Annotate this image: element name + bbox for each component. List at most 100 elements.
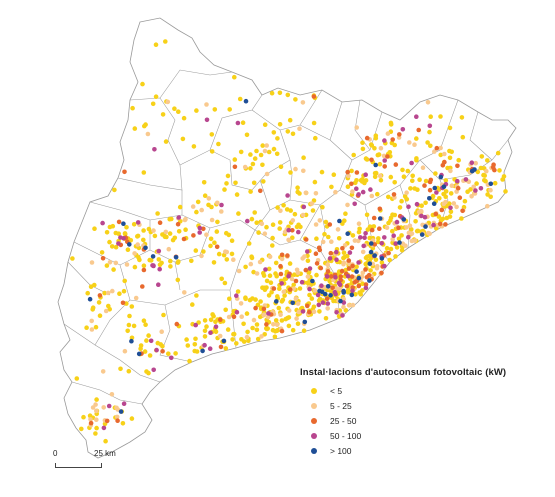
installation-point-50-100 [414,114,419,119]
installation-point-5-25 [286,308,292,313]
installation-point-lt5 [236,211,241,216]
installation-point-5-25 [473,160,479,166]
installation-point-lt5 [111,267,116,272]
installation-point-50-100 [448,205,453,211]
installation-point-50-100 [414,201,420,207]
installation-point-50-100 [207,346,213,352]
installation-point-lt5 [244,132,250,138]
installation-point-25-50 [437,221,443,227]
installation-point-lt5 [388,174,394,180]
installation-point-5-25 [282,229,288,235]
installation-point-lt5 [275,205,280,210]
installation-point-25-50 [253,305,258,311]
installation-point-lt5 [270,243,275,248]
installation-point-lt5 [173,351,178,356]
installation-point-lt5 [175,277,181,283]
installation-point-50-100 [325,301,331,306]
installation-point-25-50 [181,236,187,242]
installation-point-50-100 [333,275,338,280]
installation-point-5-25 [100,369,106,374]
installation-point-50-100 [266,311,271,316]
installation-point-25-50 [396,225,401,231]
installation-point-lt5 [125,247,131,252]
installation-point-lt5 [343,308,349,313]
installation-point-5-25 [166,246,172,252]
installation-point-5-25 [412,238,418,243]
installation-point-lt5 [408,186,413,191]
installation-point-lt5 [459,115,465,120]
installation-point-lt5 [122,278,127,284]
installation-point-lt5 [287,117,293,123]
installation-point-lt5 [285,92,291,98]
installation-point-50-100 [394,219,400,225]
installation-point-5-25 [352,238,358,243]
installation-point-5-25 [89,260,95,265]
installation-point-25-50 [428,177,434,183]
installation-point-50-100 [350,288,355,294]
installation-point-lt5 [495,150,501,156]
installation-point-lt5 [503,189,508,194]
installation-point-lt5 [202,193,208,198]
installation-point-5-25 [101,405,106,410]
installation-point-lt5 [90,305,96,311]
installation-point-lt5 [241,321,246,327]
installation-point-gt100 [290,300,296,306]
installation-point-50-100 [152,147,157,152]
installation-point-5-25 [259,221,265,227]
installation-point-lt5 [219,276,224,282]
installation-point-50-100 [406,204,411,209]
installation-point-50-100 [427,123,433,129]
installation-point-50-100 [315,292,321,298]
installation-point-50-100 [368,187,373,192]
installation-point-25-50 [214,244,220,250]
installation-point-gt100 [317,288,322,294]
installation-point-lt5 [459,216,464,221]
installation-point-lt5 [258,152,264,158]
installation-point-25-50 [363,282,369,287]
installation-point-lt5 [223,307,228,313]
installation-point-lt5 [251,180,257,186]
installation-point-lt5 [266,149,272,155]
legend-label-5-25: 5 - 25 [330,400,352,411]
installation-point-lt5 [417,177,422,182]
installation-point-lt5 [211,313,216,319]
installation-point-lt5 [392,142,398,148]
installation-point-5-25 [404,225,409,230]
installation-point-lt5 [326,234,331,240]
installation-point-lt5 [377,161,383,167]
installation-point-5-25 [244,334,250,340]
installation-point-lt5 [81,414,86,420]
installation-point-lt5 [85,290,90,296]
installation-point-lt5 [386,220,391,226]
installation-point-lt5 [249,255,255,261]
installation-point-50-100 [169,355,174,361]
installation-point-50-100 [106,403,112,409]
installation-point-gt100 [345,231,351,236]
installation-point-5-25 [425,100,431,105]
installation-point-5-25 [407,140,412,145]
installation-point-5-25 [199,253,204,259]
installation-point-lt5 [131,222,137,227]
comarca-boundary [63,264,131,346]
installation-point-lt5 [400,167,405,173]
comarca-boundary [159,304,193,363]
installation-point-lt5 [94,397,99,402]
installation-point-50-100 [286,227,292,233]
installation-point-lt5 [354,178,359,183]
installation-point-lt5 [97,313,103,319]
installation-point-lt5 [157,262,163,268]
installation-point-gt100 [341,288,346,294]
installation-point-lt5 [436,214,442,219]
installation-point-25-50 [303,237,309,242]
installation-point-lt5 [277,226,283,231]
installation-point-5-25 [300,100,306,105]
installation-point-lt5 [248,152,253,157]
installation-point-25-50 [349,245,355,251]
installation-point-lt5 [362,180,367,186]
installation-point-50-100 [362,235,367,240]
installation-point-lt5 [129,304,135,309]
installation-point-25-50 [231,314,237,320]
installation-point-lt5 [180,136,186,142]
installation-point-gt100 [377,216,383,221]
installation-point-lt5 [295,185,300,190]
